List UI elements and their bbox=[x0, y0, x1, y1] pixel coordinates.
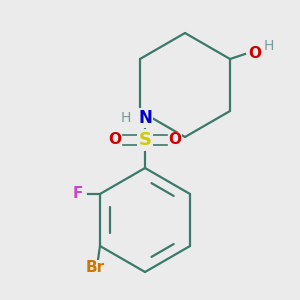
Text: H: H bbox=[264, 39, 274, 53]
Text: O: O bbox=[248, 46, 262, 62]
Text: O: O bbox=[109, 133, 122, 148]
Text: F: F bbox=[73, 187, 83, 202]
Text: O: O bbox=[169, 133, 182, 148]
Text: N: N bbox=[138, 109, 152, 127]
Text: Br: Br bbox=[85, 260, 104, 275]
Text: S: S bbox=[139, 131, 152, 149]
Text: H: H bbox=[121, 111, 131, 125]
